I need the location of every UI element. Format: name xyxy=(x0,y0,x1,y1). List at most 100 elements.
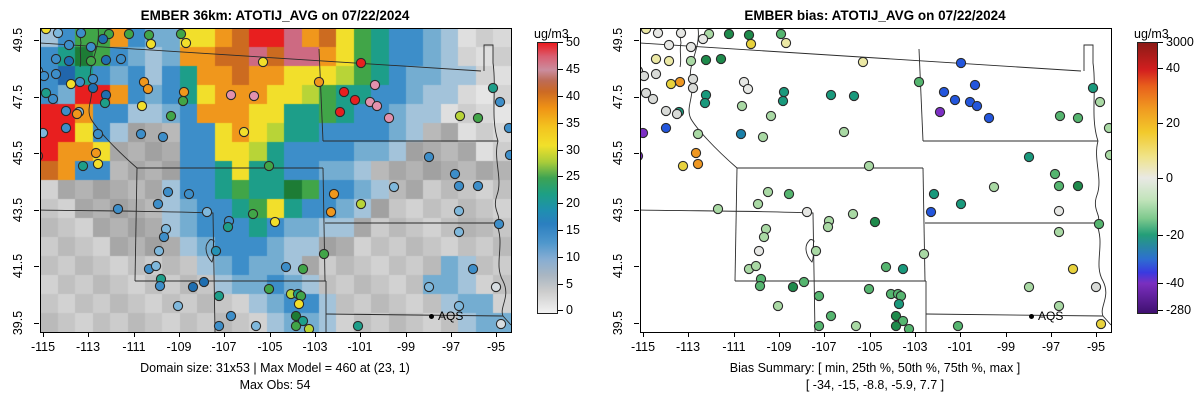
observation-station-dot xyxy=(198,276,210,288)
observation-station-dot xyxy=(801,206,813,218)
observation-station-dot xyxy=(674,76,686,88)
y-tick-label: 49.5 xyxy=(611,27,625,53)
x-tick-label: -95 xyxy=(486,340,506,354)
x-tick-label: -115 xyxy=(30,340,56,354)
state-border-line xyxy=(41,209,216,332)
observation-station-dot xyxy=(893,298,905,310)
observation-station-dot xyxy=(65,78,77,90)
right-colorbar-unit: ug/m3 xyxy=(1134,27,1169,41)
observation-station-dot xyxy=(690,147,702,159)
observation-station-dot xyxy=(41,151,44,161)
observation-station-dot xyxy=(723,29,735,40)
observation-station-dot xyxy=(142,83,154,95)
observation-station-dot xyxy=(825,310,837,322)
observation-station-dot xyxy=(201,206,213,218)
colorbar-tick xyxy=(1158,123,1163,124)
observation-station-dot xyxy=(903,323,915,332)
observation-station-dot xyxy=(783,188,795,200)
colorbar-tick xyxy=(558,123,563,124)
x-tick-label: -103 xyxy=(902,340,928,354)
observation-station-dot xyxy=(355,198,367,210)
x-tick-label: -113 xyxy=(675,340,701,354)
observation-station-dot xyxy=(685,55,697,67)
observation-station-dot xyxy=(210,245,222,257)
observation-station-dot xyxy=(180,37,192,49)
state-border-line xyxy=(78,29,82,68)
observation-station-dot xyxy=(349,94,361,106)
observation-station-dot xyxy=(494,96,506,108)
observation-station-dot xyxy=(660,105,672,117)
y-tick-label: 43.5 xyxy=(11,197,25,223)
observation-station-dot xyxy=(75,29,87,39)
x-tick xyxy=(179,332,180,337)
state-border-line xyxy=(483,44,499,142)
state-border-line xyxy=(925,313,1104,317)
observation-station-dot xyxy=(1072,112,1084,124)
colorbar-tick xyxy=(558,203,563,204)
observation-station-dot xyxy=(454,110,466,122)
observation-station-dot xyxy=(225,310,237,322)
colorbar-tick-label: 0 xyxy=(1166,171,1173,185)
observation-station-dot xyxy=(918,248,930,260)
observation-station-dot xyxy=(369,79,381,91)
observation-station-dot xyxy=(293,298,305,310)
colorbar-tick xyxy=(1158,283,1163,284)
observation-station-dot xyxy=(178,86,190,98)
observation-station-dot xyxy=(1094,96,1106,108)
x-tick-label: -101 xyxy=(347,340,373,354)
observation-station-dot xyxy=(955,57,967,69)
state-border-line xyxy=(688,29,738,169)
x-tick xyxy=(960,332,961,337)
y-tick xyxy=(634,97,639,98)
observation-station-dot xyxy=(115,53,127,65)
left-map-overlay xyxy=(41,29,511,332)
observation-station-dot xyxy=(423,281,435,293)
x-tick xyxy=(1096,332,1097,337)
observation-station-dot xyxy=(1103,122,1111,134)
colorbar-tick-label: 25 xyxy=(566,169,580,183)
observation-station-dot xyxy=(880,261,892,273)
observation-station-dot xyxy=(71,108,83,120)
observation-station-dot xyxy=(136,100,148,112)
observation-station-dot xyxy=(1072,180,1084,192)
observation-station-dot xyxy=(1087,82,1099,94)
observation-station-dot xyxy=(778,86,790,98)
observation-station-dot xyxy=(641,151,644,161)
observation-station-dot xyxy=(641,127,649,139)
observation-station-dot xyxy=(269,216,281,228)
observation-station-dot xyxy=(641,70,650,82)
observation-station-dot xyxy=(787,281,799,293)
y-tick xyxy=(634,153,639,154)
x-tick xyxy=(1006,332,1007,337)
x-tick-label: -107 xyxy=(211,340,237,354)
observation-station-dot xyxy=(90,147,102,159)
observation-station-dot xyxy=(925,206,937,218)
x-tick-label: -97 xyxy=(1041,340,1061,354)
state-border-line xyxy=(325,313,504,317)
observation-station-dot xyxy=(813,290,825,302)
left-colorbar-unit: ug/m3 xyxy=(534,27,569,41)
observation-station-dot xyxy=(280,261,292,273)
right-caption-line2: [ -34, -15, -8.8, -5.9, 7.7 ] xyxy=(805,378,945,392)
observation-station-dot xyxy=(660,122,672,134)
x-tick-label: -107 xyxy=(811,340,837,354)
observation-station-dot xyxy=(952,320,964,332)
observation-station-dot xyxy=(85,41,97,53)
observation-station-dot xyxy=(1093,218,1105,230)
observation-station-dot xyxy=(677,160,689,172)
observation-station-dot xyxy=(692,158,704,170)
observation-station-dot xyxy=(1049,168,1061,180)
observation-station-dot xyxy=(47,93,59,105)
y-tick-label: 43.5 xyxy=(611,197,625,223)
observation-station-dot xyxy=(162,186,174,198)
observation-station-dot xyxy=(352,320,364,332)
aqs-legend: AQS xyxy=(429,309,463,323)
state-border-line xyxy=(318,48,324,142)
aqs-legend-dot xyxy=(429,314,434,320)
colorbar-tick-label: -280 xyxy=(1166,303,1192,317)
observation-station-dot xyxy=(825,89,837,101)
observation-station-dot xyxy=(750,260,762,272)
state-border-line xyxy=(678,29,682,68)
concentration-raster xyxy=(41,29,511,332)
